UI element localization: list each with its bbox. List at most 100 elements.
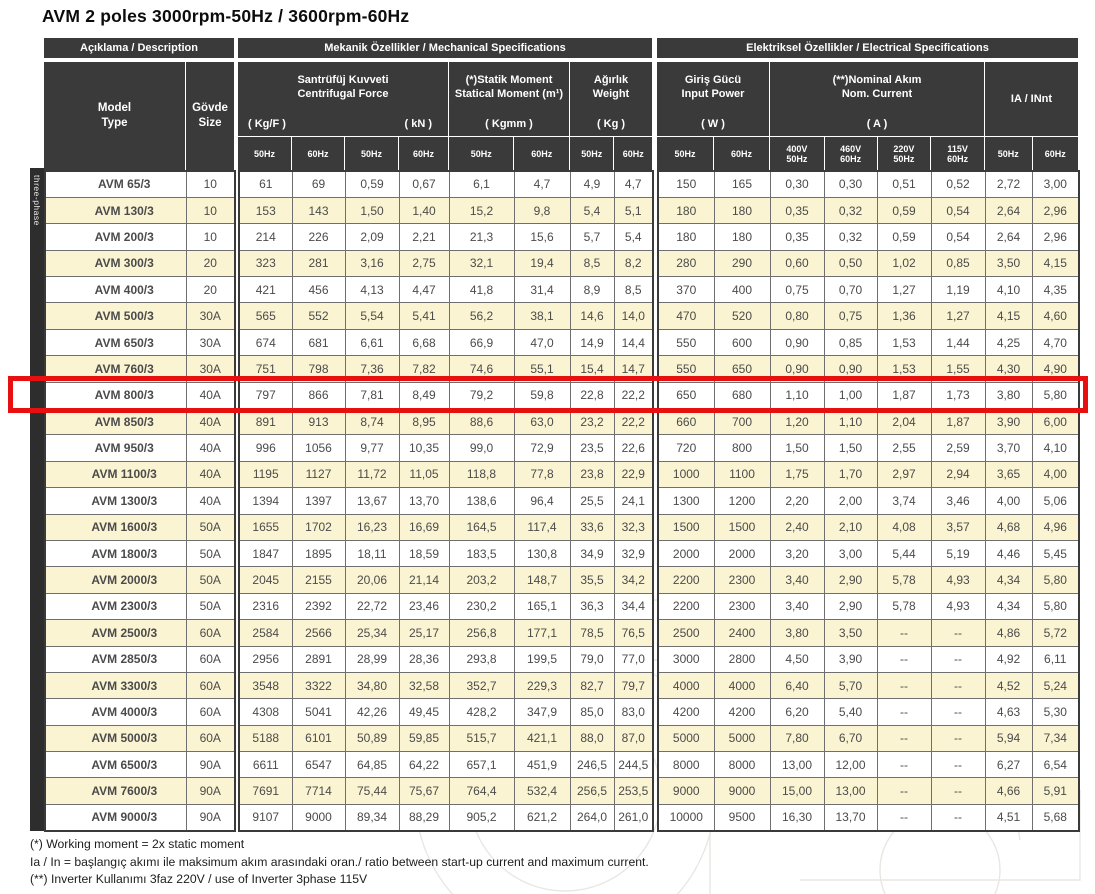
table-row: AVM 65/3 10 [44,170,236,198]
mech-value-cell: 905,2 [448,803,515,832]
elec-value-cell: 9000 [713,777,771,805]
mechanical-table: 61 69 0,59 0,67 6,1 4,7 4,9 4,7 153 143 1,50 1,40 15… [238,170,654,832]
elec-value-cell: 0,30 [823,170,878,198]
unit-kg: ( Kg ) [596,118,626,130]
elec-value-cell: 5,80 [1031,592,1080,621]
mech-value-cell: 153 [238,196,293,225]
elec-value-cell: 6,11 [1031,645,1080,673]
elec-value-cell: 2000 [657,539,715,568]
size-cell: 50A [185,566,236,594]
mech-value-cell: 87,0 [613,724,654,753]
table-row: AVM 400/3 20 [44,276,236,304]
size-cell: 40A [185,381,236,410]
voltage-freq-header: 400V 50Hz [786,143,808,164]
mech-value-cell: 34,9 [569,539,615,568]
size-cell: 60A [185,671,236,700]
mech-value-cell: 1195 [238,460,293,489]
static-moment-header: (*)Statik Moment Statical Moment (m¹) ( … [448,62,569,170]
elec-value-cell: 4,34 [984,566,1033,594]
mech-value-cell: 2584 [238,619,293,647]
elec-value-cell: 1500 [713,513,771,541]
mech-value-cell: 148,7 [513,566,571,594]
elec-value-cell: 650 [657,381,715,410]
table-row: 1000 1100 1,75 1,70 2,97 2,94 3,65 4,00 [657,460,1080,489]
elec-value-cell: 0,50 [823,249,878,278]
elec-value-cell: 1,02 [876,249,932,278]
elec-value-cell: 180 [657,223,715,251]
size-cell: 50A [185,592,236,621]
elec-value-cell: 1,27 [876,276,932,304]
mech-value-cell: 83,0 [613,698,654,726]
model-cell: AVM 1100/3 [44,460,187,489]
unit-kgf: ( Kg/F ) [248,118,286,130]
mech-value-cell: 15,6 [513,223,571,251]
mech-value-cell: 8,2 [613,249,654,278]
mech-value-cell: 75,44 [344,777,400,805]
mech-value-cell: 4,13 [344,276,400,304]
mech-value-cell: 99,0 [448,434,515,462]
freq-header: 50Hz [470,148,492,159]
elec-value-cell: 2,59 [930,434,986,462]
elec-value-cell: 150 [657,170,715,198]
mech-value-cell: 117,4 [513,513,571,541]
footnote-working-moment: (*) Working moment = 2x static moment [30,837,245,851]
model-cell: AVM 65/3 [44,170,187,198]
mech-value-cell: 4,47 [398,276,450,304]
freq-header: 60Hz [613,137,652,170]
mech-value-cell: 347,9 [513,698,571,726]
mech-value-cell: 1,40 [398,196,450,225]
elec-value-cell: 4,15 [1031,249,1080,278]
size-cell: 10 [185,196,236,225]
size-cell: 60A [185,724,236,753]
mech-value-cell: 47,0 [513,328,571,357]
table-row: 4000 4000 6,40 5,70 -- -- 4,52 5,24 [657,671,1080,700]
mech-value-cell: 256,5 [569,777,615,805]
mech-value-cell: 79,0 [569,645,615,673]
elec-value-cell: 13,70 [823,803,878,832]
elec-value-cell: 3,80 [984,381,1033,410]
elec-value-cell: 3,70 [984,434,1033,462]
mech-value-cell: 42,26 [344,698,400,726]
mech-value-cell: 28,99 [344,645,400,673]
mech-value-cell: 34,80 [344,671,400,700]
elec-value-cell: 5,30 [1031,698,1080,726]
mech-value-cell: 6547 [291,751,346,779]
elec-value-cell: 0,35 [769,223,825,251]
mech-value-cell: 2045 [238,566,293,594]
elec-value-cell: 5000 [657,724,715,753]
model-cell: AVM 6500/3 [44,751,187,779]
freq-header: 50Hz [344,137,398,170]
elec-value-cell: 5000 [713,724,771,753]
mech-value-cell: 6,68 [398,328,450,357]
elec-value-cell: 5,78 [876,592,932,621]
mech-value-cell: 1056 [291,434,346,462]
elec-value-cell: 4,51 [984,803,1033,832]
mech-value-cell: 4,7 [513,170,571,198]
mech-value-cell: 36,3 [569,592,615,621]
mech-value-cell: 293,8 [448,645,515,673]
phase-side-strip: three-phase [30,168,44,831]
freq-header: 50Hz [997,148,1019,159]
elec-value-cell: -- [930,698,986,726]
elec-value-cell: 5,94 [984,724,1033,753]
mech-value-cell: 8,9 [569,276,615,304]
table-row: AVM 800/3 40A [44,381,236,410]
mech-value-cell: 20,06 [344,566,400,594]
mech-value-cell: 16,69 [398,513,450,541]
mech-value-cell: 24,1 [613,487,654,515]
elec-value-cell: 800 [713,434,771,462]
elec-value-cell: 13,00 [769,751,825,779]
mech-value-cell: 56,2 [448,302,515,330]
elec-value-cell: 5,40 [823,698,878,726]
mech-value-cell: 4,7 [613,170,654,198]
elec-value-cell: 6,54 [1031,751,1080,779]
mech-value-cell: 165,1 [513,592,571,621]
mech-value-cell: 143 [291,196,346,225]
elec-value-cell: -- [930,645,986,673]
mech-value-cell: 21,14 [398,566,450,594]
table-row: 2200 2300 3,40 2,90 5,78 4,93 4,34 5,80 [657,566,1080,594]
mech-value-cell: 552 [291,302,346,330]
freq-header: 50Hz [581,148,603,159]
mech-value-cell: 5,7 [569,223,615,251]
elec-value-cell: 1,50 [769,434,825,462]
